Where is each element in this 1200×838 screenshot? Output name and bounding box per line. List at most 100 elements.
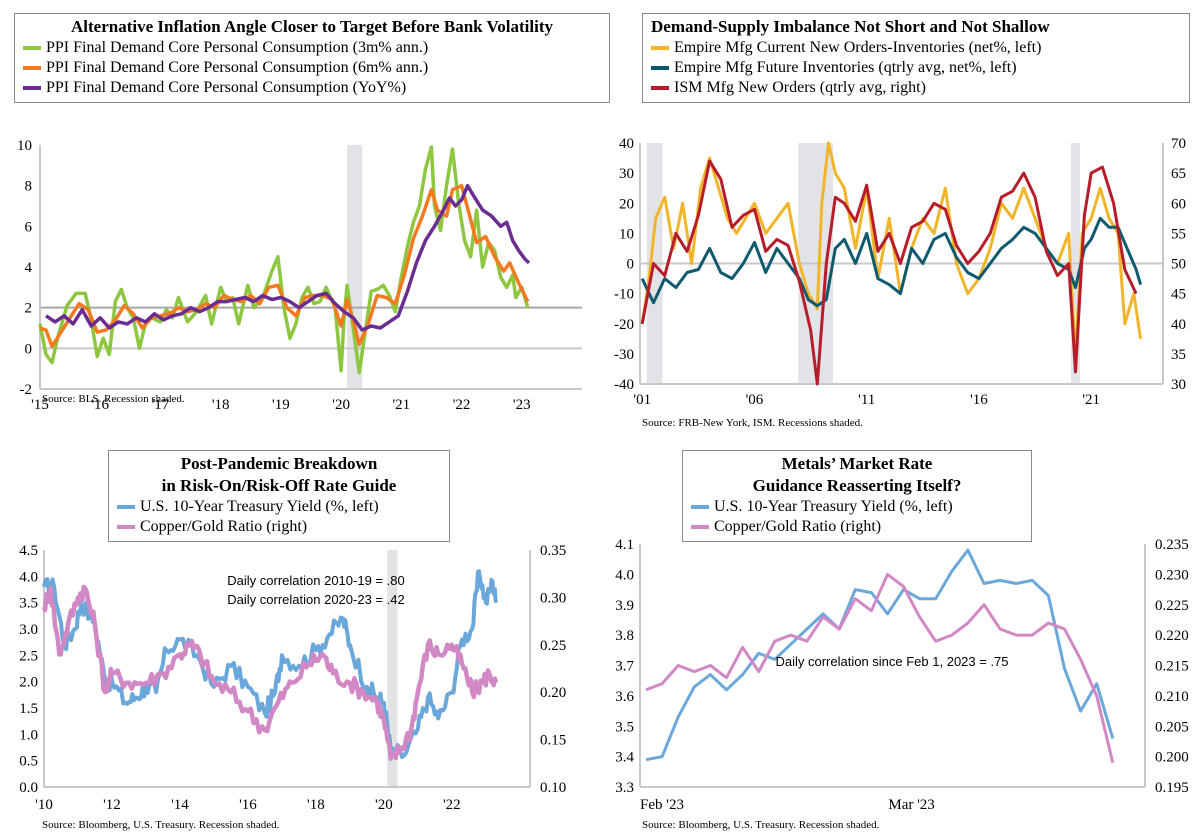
y-left-tick-label: 3.9 — [615, 598, 634, 614]
y-left-tick-label: 0.5 — [19, 754, 38, 770]
chart-1-panel: 10 8 6 4 2 0 -2'15 '16 '17 '18 '19 '20 '21 '22 '23 Alt… — [0, 0, 610, 420]
legend-label: PPI Final Demand Core Personal Consumpti… — [46, 59, 429, 76]
y-left-tick-label: 1.0 — [19, 727, 38, 743]
x-tick-label: '22 — [453, 397, 471, 413]
chart-2-legend-item: Empire Mfg Future Inventories (qtrly avg… — [651, 58, 1181, 78]
chart-2-legend: Demand-Supply Imbalance Not Short and No… — [642, 13, 1190, 103]
y-right-tick-label: 0.30 — [540, 590, 566, 606]
x-tick-label: '20 — [375, 797, 393, 813]
x-tick-label: '23 — [513, 397, 531, 413]
y-left-tick-label: -40 — [614, 377, 634, 393]
y-tick-label: 10 — [17, 138, 32, 154]
chart-3-title-line2: in Risk-On/Risk-Off Rate Guide — [161, 476, 397, 495]
legend-swatch — [23, 46, 41, 50]
y-right-tick-label: 0.10 — [540, 780, 566, 796]
series-line-2 — [645, 572, 1115, 764]
x-tick-label: '21 — [392, 397, 410, 413]
x-tick-label: '19 — [272, 397, 290, 413]
chart-2-source: Source: FRB-New York, ISM. Recessions sh… — [642, 417, 863, 429]
y-right-tick-label: 0.210 — [1155, 689, 1189, 705]
chart-1-source: Source: BLS. Recession shaded. — [42, 393, 185, 405]
chart-1-legend-item: PPI Final Demand Core Personal Consumpti… — [23, 58, 601, 78]
x-tick-label: '12 — [103, 797, 121, 813]
y-left-tick-label: 4.1 — [615, 537, 634, 553]
x-tick-label: '16 — [970, 392, 988, 408]
chart-4-legend: Metals’ Market Rate Guidance Reasserting… — [682, 450, 1032, 542]
y-left-tick-label: 3.4 — [615, 750, 634, 766]
y-right-tick-label: 0.225 — [1155, 598, 1189, 614]
chart-4-title-line1: Metals’ Market Rate — [781, 454, 933, 473]
chart-2-legend-item: Empire Mfg Current New Orders-Inventorie… — [651, 38, 1181, 58]
x-tick-label: '20 — [332, 397, 350, 413]
y-left-tick-label: 4.5 — [19, 543, 38, 559]
chart-3-legend: Post-Pandemic Breakdown in Risk-On/Risk-… — [108, 450, 450, 542]
x-tick-label: '21 — [1082, 392, 1100, 408]
chart-4-legend-item: U.S. 10-Year Treasury Yield (%, left) — [691, 497, 1023, 517]
recession-band — [387, 550, 398, 787]
y-right-tick-label: 60 — [1171, 196, 1186, 212]
x-tick-label: '18 — [212, 397, 230, 413]
series-line-2 — [640, 216, 1143, 308]
series-line-1 — [38, 145, 530, 375]
legend-label: PPI Final Demand Core Personal Consumpti… — [46, 39, 429, 56]
y-right-tick-label: 45 — [1171, 287, 1186, 303]
y-left-tick-label: 3.5 — [19, 596, 38, 612]
x-tick-label: '16 — [91, 397, 109, 413]
x-tick-label: '15 — [31, 397, 49, 413]
x-tick-label: Mar '23 — [888, 797, 934, 813]
legend-swatch — [23, 66, 41, 70]
y-left-tick-label: 3.0 — [19, 622, 38, 638]
chart-1-title: Alternative Inflation Angle Closer to Ta… — [71, 17, 553, 36]
legend-swatch — [23, 86, 41, 90]
y-left-tick-label: -20 — [614, 317, 634, 333]
x-tick-label: Feb '23 — [640, 797, 684, 813]
series-line-2 — [39, 183, 530, 349]
y-left-tick-label: 3.5 — [615, 719, 634, 735]
correlation-annotation: Daily correlation 2010-19 = .80 — [227, 573, 404, 588]
y-tick-label: 8 — [25, 179, 33, 195]
y-left-tick-label: 3.6 — [615, 689, 634, 705]
y-right-tick-label: 0.220 — [1155, 628, 1189, 644]
chart-4-source: Source: Bloomberg, U.S. Treasury. Recess… — [642, 819, 880, 831]
chart-1-legend: Alternative Inflation Angle Closer to Ta… — [14, 13, 610, 103]
x-tick-label: '10 — [35, 797, 53, 813]
y-right-tick-label: 55 — [1171, 226, 1186, 242]
legend-label: ISM Mfg New Orders (qtrly avg, right) — [674, 79, 926, 96]
legend-swatch — [651, 66, 669, 70]
legend-label: Empire Mfg Future Inventories (qtrly avg… — [674, 59, 1017, 76]
chart-4-panel: 4.1 4.0 3.9 3.8 3.7 3.6 3.5 3.4 3.3 0.235 0.230 0.2… — [600, 440, 1200, 838]
y-left-tick-label: 10 — [619, 226, 634, 242]
legend-swatch — [691, 525, 709, 529]
legend-swatch — [117, 525, 135, 529]
x-tick-label: '18 — [307, 797, 325, 813]
chart-3-legend-item: Copper/Gold Ratio (right) — [117, 517, 441, 537]
chart-4-legend-item: Copper/Gold Ratio (right) — [691, 517, 1023, 537]
legend-swatch — [117, 505, 135, 509]
correlation-annotation: Daily correlation since Feb 1, 2023 = .7… — [775, 654, 1008, 669]
correlation-annotation: Daily correlation 2020-23 = .42 — [227, 592, 404, 607]
chart-2-title: Demand-Supply Imbalance Not Short and No… — [651, 17, 1050, 36]
y-left-tick-label: 4.0 — [19, 569, 38, 585]
x-tick-label: '16 — [239, 797, 257, 813]
legend-swatch — [651, 46, 669, 50]
y-left-tick-label: 3.3 — [615, 780, 634, 796]
legend-label: U.S. 10-Year Treasury Yield (%, left) — [714, 498, 953, 515]
y-left-tick-label: 0 — [627, 257, 635, 273]
chart-3-title-line1: Post-Pandemic Breakdown — [180, 454, 378, 473]
chart-3-panel: 4.5 4.0 3.5 3.0 2.5 2.0 1.5 1.0 0.5 0.0 0.35 0.30 0.… — [0, 440, 600, 838]
y-right-tick-label: 0.200 — [1155, 750, 1189, 766]
y-right-tick-label: 0.15 — [540, 733, 566, 749]
x-tick-label: '11 — [858, 392, 875, 408]
y-right-tick-label: 70 — [1171, 136, 1186, 152]
y-right-tick-label: 0.205 — [1155, 719, 1189, 735]
series-line-3 — [45, 183, 531, 332]
x-tick-label: '17 — [152, 397, 170, 413]
x-tick-label: '22 — [443, 797, 461, 813]
x-tick-label: '01 — [633, 392, 651, 408]
chart-4-plot: 4.1 4.0 3.9 3.8 3.7 3.6 3.5 3.4 3.3 0.235 0.230 0.2… — [615, 537, 1189, 813]
chart-3-plot: 4.5 4.0 3.5 3.0 2.5 2.0 1.5 1.0 0.5 0.0 0.35 0.30 0.… — [19, 543, 566, 813]
chart-1-legend-item: PPI Final Demand Core Personal Consumpti… — [23, 38, 601, 58]
y-right-tick-label: 40 — [1171, 317, 1186, 333]
y-left-tick-label: 40 — [619, 136, 634, 152]
y-left-tick-label: 0.0 — [19, 780, 38, 796]
